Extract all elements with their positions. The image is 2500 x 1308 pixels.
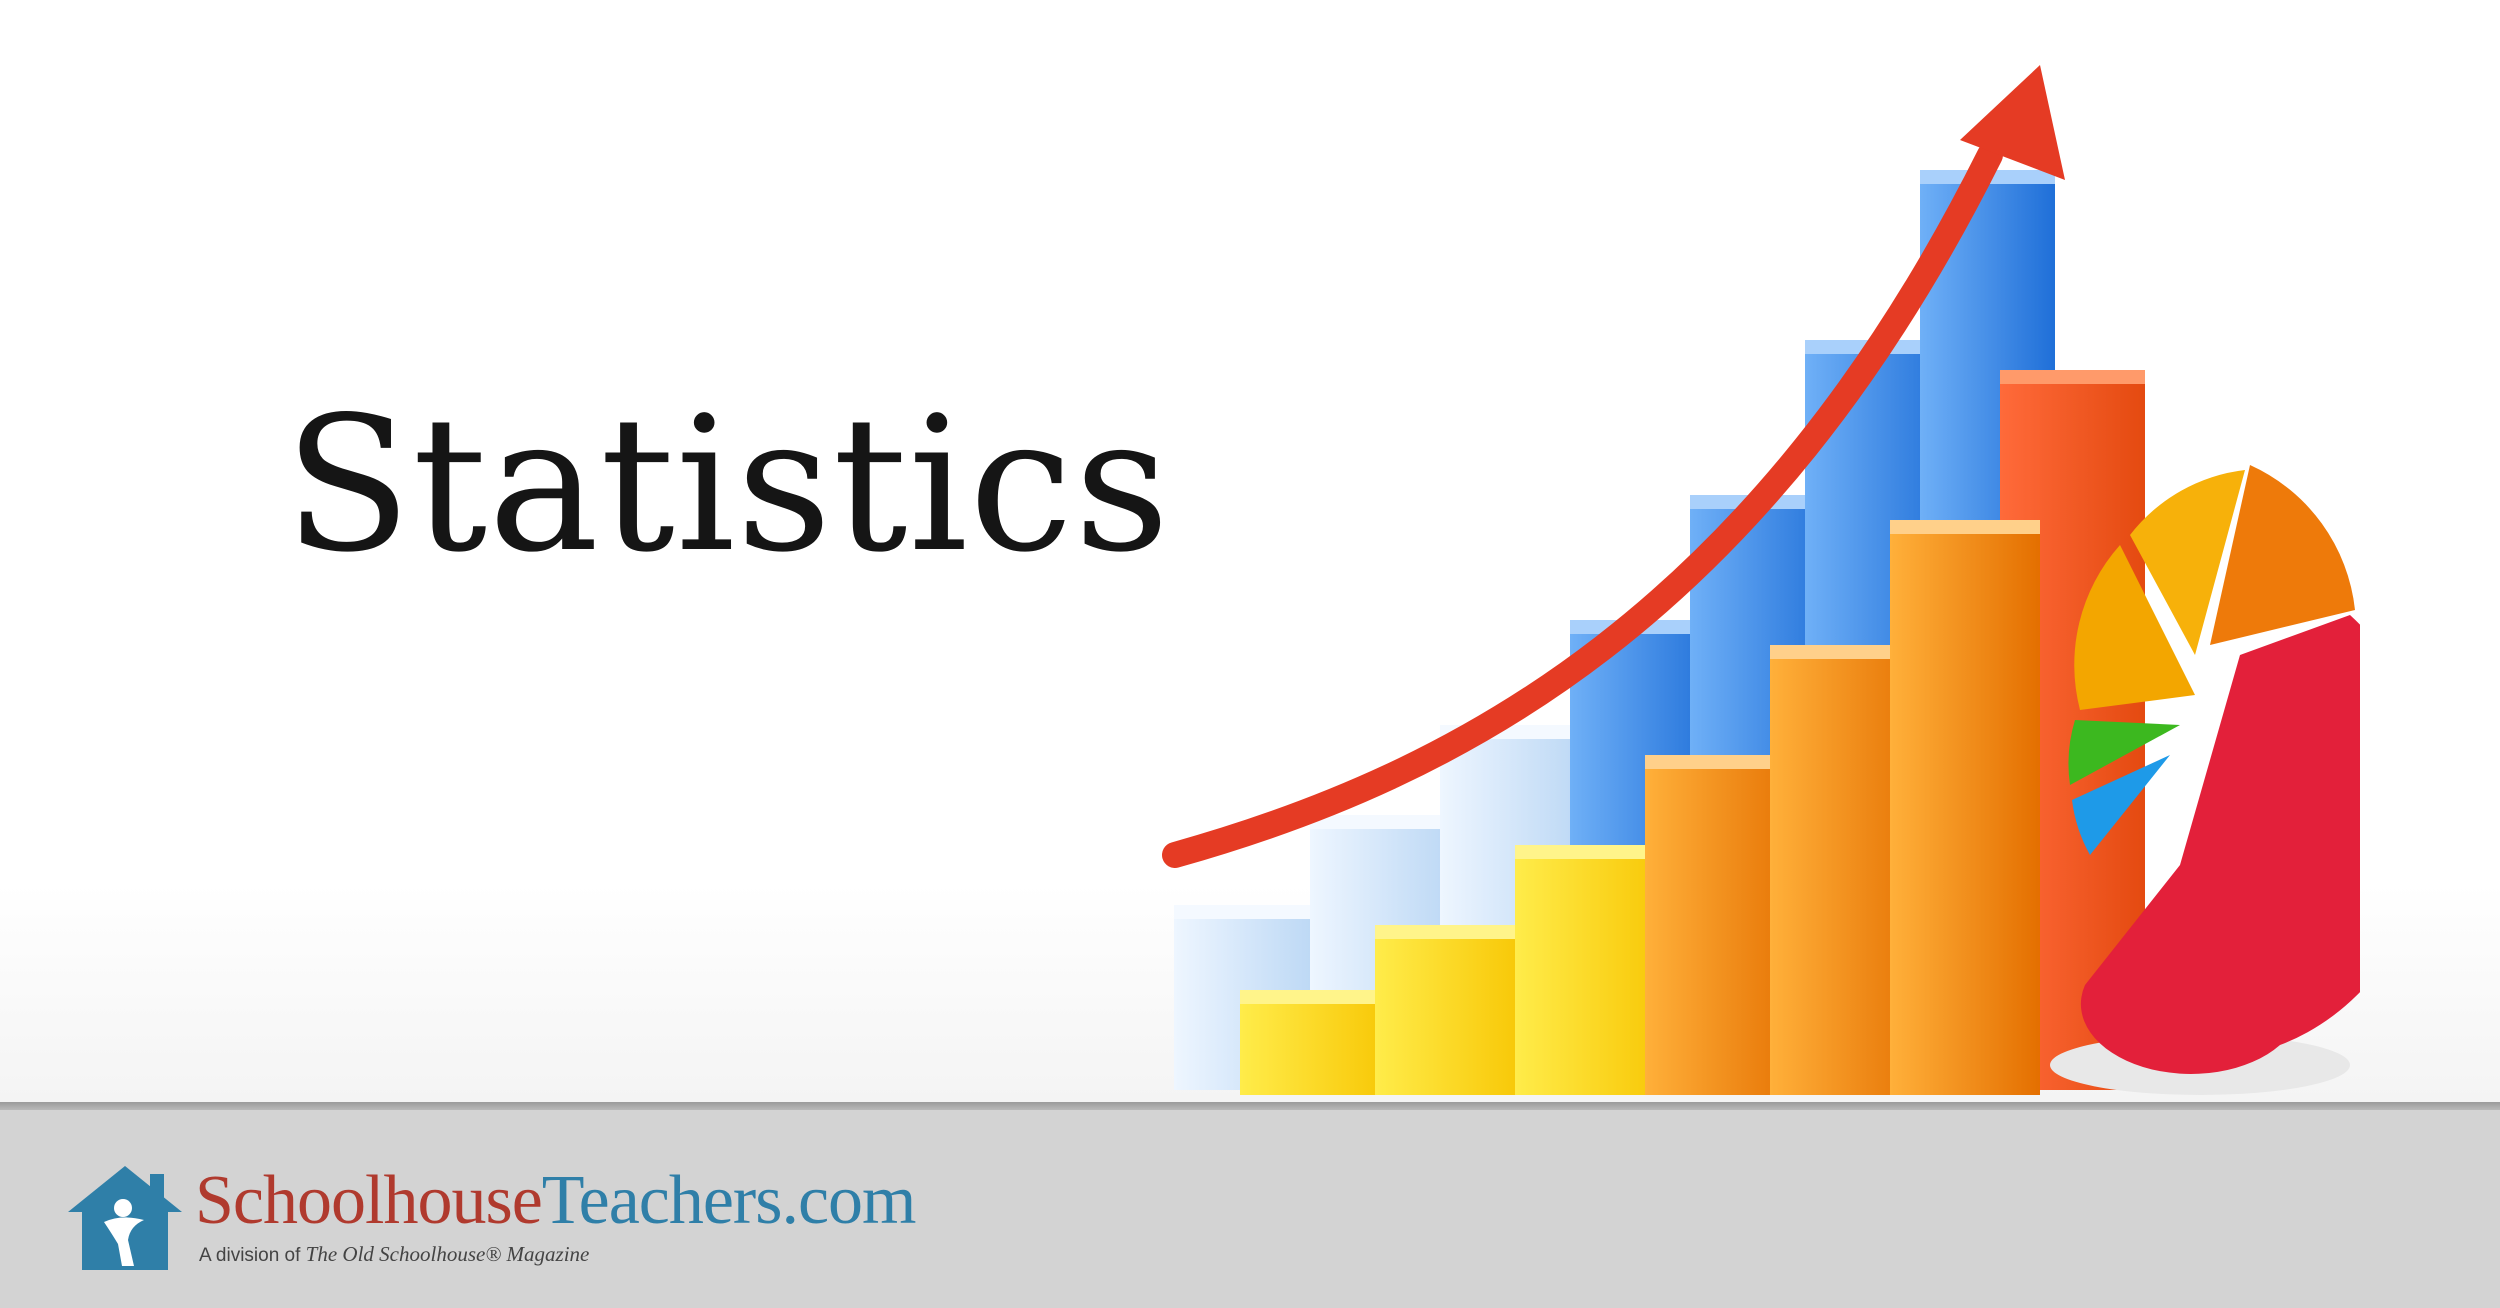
logo-subtitle-magazine: The Old Schoolhouse® Magazine <box>305 1242 590 1266</box>
hero-banner: Statistics <box>0 0 2500 1105</box>
schoolhouse-icon <box>68 1166 182 1270</box>
statistics-illustration <box>1160 55 2360 1110</box>
growth-arrow-icon <box>1162 65 2065 868</box>
logo-wordmark: SchoolhouseTeachers.com <box>195 1160 917 1242</box>
footer-divider <box>0 1102 2500 1110</box>
site-logo[interactable]: SchoolhouseTeachers.com A division of Th… <box>60 1160 940 1280</box>
logo-subtitle-prefix: A division of <box>199 1245 306 1266</box>
bar-chart-icon <box>1174 170 2145 1095</box>
logo-name-part1: Schoolhouse <box>195 1162 543 1239</box>
footer-bar <box>0 1110 2500 1308</box>
logo-name-part2: Teachers.com <box>541 1162 917 1239</box>
logo-subtitle: A division of The Old Schoolhouse® Magaz… <box>199 1242 589 1267</box>
page-title: Statistics <box>284 376 1171 593</box>
pie-chart-icon <box>2050 465 2360 1095</box>
